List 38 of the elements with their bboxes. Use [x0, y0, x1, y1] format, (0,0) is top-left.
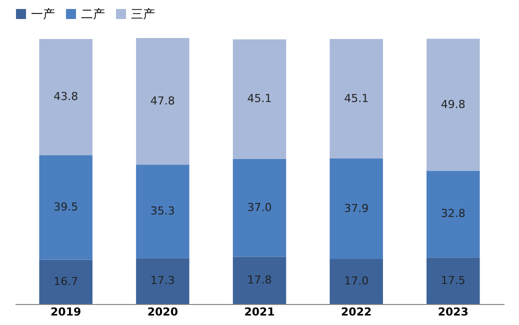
x-tick-label: 2020: [147, 306, 178, 318]
data-label: 45.1: [344, 92, 369, 105]
bar: [426, 38, 480, 171]
data-label: 43.8: [54, 90, 78, 104]
bar: [330, 39, 383, 159]
bar: [330, 158, 383, 259]
data-label: 35.3: [150, 204, 175, 218]
bar: [426, 258, 480, 304]
bar: [232, 256, 286, 304]
bar: [136, 38, 190, 165]
data-label: 17.5: [440, 274, 466, 287]
bar: [136, 164, 190, 258]
data-label: 17.3: [150, 274, 175, 288]
bar: [39, 260, 92, 304]
x-tick-label: 2019: [50, 306, 82, 318]
bar: [39, 155, 92, 260]
data-label: 37.0: [247, 200, 272, 214]
bar: [232, 39, 286, 159]
data-label: 39.5: [54, 200, 78, 214]
bar: [39, 39, 92, 156]
data-label: 47.8: [150, 94, 175, 108]
bar: [136, 258, 190, 304]
bar: [330, 258, 383, 304]
legend-label: 三产: [131, 7, 155, 21]
data-label: 49.8: [440, 98, 466, 111]
data-label: 45.1: [247, 92, 272, 106]
data-label: 17.0: [344, 274, 369, 288]
x-tick-label: 2023: [438, 306, 468, 318]
x-tick-label: 2022: [341, 306, 372, 318]
data-label: 32.8: [440, 207, 466, 220]
legend-label: 二产: [81, 7, 105, 21]
x-tick-label: 2021: [244, 306, 275, 318]
data-label: 16.7: [54, 274, 78, 288]
legend-label: 一产: [31, 7, 55, 21]
data-label: 37.9: [344, 202, 369, 215]
bar: [232, 158, 286, 257]
bar: [426, 170, 480, 258]
data-label: 17.8: [247, 273, 272, 286]
